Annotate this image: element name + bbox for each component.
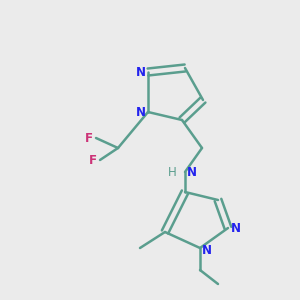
Text: F: F (85, 131, 93, 145)
Text: N: N (136, 106, 146, 118)
Text: N: N (202, 244, 212, 256)
Text: F: F (89, 154, 97, 166)
Text: H: H (168, 166, 177, 178)
Text: N: N (136, 65, 146, 79)
Text: N: N (231, 221, 241, 235)
Text: N: N (187, 166, 197, 178)
